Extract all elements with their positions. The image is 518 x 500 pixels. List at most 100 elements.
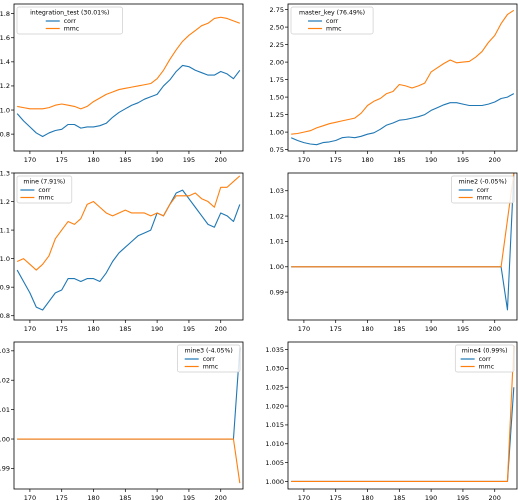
axes-frame <box>13 341 244 490</box>
x-tick-label: 175 <box>329 325 341 333</box>
series-line-mmc <box>291 9 515 135</box>
legend-title: mine (7.91%) <box>23 179 65 186</box>
x-tick-label: 185 <box>393 156 405 164</box>
y-tick-label: 1.000 <box>265 478 284 486</box>
x-tick-label: 185 <box>119 156 131 164</box>
x-tick-label: 170 <box>24 325 36 333</box>
x-tick-label: 180 <box>87 325 99 333</box>
legend-title: mine4 (0.99%) <box>462 348 508 355</box>
y-tick-label: 1.50 <box>270 93 284 101</box>
y-tick-label: 2.25 <box>270 41 284 49</box>
series-line-mmc <box>291 173 515 268</box>
y-tick-label: 1.0 <box>0 106 10 114</box>
y-tick-label: 2.00 <box>270 58 284 66</box>
axes-frame <box>13 172 244 321</box>
legend-box <box>451 175 515 204</box>
y-tick-label: 0.8 <box>0 312 10 320</box>
legend-title: master_key (76.49%) <box>299 10 365 17</box>
x-tick-label: 195 <box>183 494 195 500</box>
x-tick-label: 175 <box>55 156 67 164</box>
x-tick-label: 180 <box>361 156 373 164</box>
y-tick-label: 1.1 <box>0 226 10 234</box>
x-tick-label: 195 <box>457 494 469 500</box>
x-tick-label: 195 <box>457 156 469 164</box>
y-tick-label: 0.75 <box>270 146 284 154</box>
x-tick-label: 195 <box>183 325 195 333</box>
legend-label-mmc: mmc <box>38 195 54 202</box>
x-tick-label: 190 <box>151 494 163 500</box>
series-line-mmc <box>291 345 515 483</box>
y-tick-label: 2.75 <box>270 6 284 14</box>
legend-title: integration_test (30.01%) <box>30 10 109 17</box>
x-tick-label: 180 <box>87 156 99 164</box>
x-tick-label: 200 <box>215 325 227 333</box>
legend-label-corr: corr <box>326 18 339 25</box>
y-tick-label: 1.6 <box>0 34 10 42</box>
y-tick-label: 0.8 <box>0 130 10 138</box>
subplot-4: 170 175 180 185 190 195 200 0.99 1.00 1.01 1.02 1.0… <box>270 172 518 333</box>
y-tick-label: 1.2 <box>0 198 10 206</box>
series-line-mmc <box>17 438 241 484</box>
x-tick-label: 180 <box>361 325 373 333</box>
y-tick-label: 1.035 <box>265 346 284 354</box>
y-tick-label: 1.75 <box>270 76 284 84</box>
x-tick-label: 170 <box>298 156 310 164</box>
x-tick-label: 185 <box>393 325 405 333</box>
x-tick-label: 190 <box>425 494 437 500</box>
x-tick-label: 195 <box>457 325 469 333</box>
y-tick-label: 1.010 <box>265 440 284 448</box>
y-tick-label: 1.4 <box>0 58 10 66</box>
legend-label-mmc: mmc <box>479 364 495 371</box>
y-tick-label: 1.00 <box>270 128 284 136</box>
legend-label-mmc: mmc <box>203 364 219 371</box>
series-line-corr <box>16 189 241 311</box>
x-tick-label: 185 <box>119 494 131 500</box>
legend-label-corr: corr <box>38 187 51 194</box>
legend-box <box>454 344 515 373</box>
x-tick-label: 180 <box>87 494 99 500</box>
y-tick-label: 1.0 <box>0 255 10 263</box>
x-tick-label: 175 <box>55 494 67 500</box>
series-line-mmc <box>17 16 241 110</box>
y-tick-label: 1.3 <box>0 169 10 177</box>
x-tick-label: 170 <box>298 494 310 500</box>
x-tick-label: 200 <box>489 156 501 164</box>
y-tick-label: 0.9 <box>0 283 10 291</box>
y-tick-label: 1.00 <box>0 435 10 443</box>
x-tick-label: 190 <box>425 325 437 333</box>
subplot-5: 170 175 180 185 190 195 200 0.99 1.00 1.01 1.02 1.0… <box>0 341 244 500</box>
y-tick-label: 1.020 <box>265 402 284 410</box>
x-tick-label: 175 <box>329 156 341 164</box>
x-tick-label: 200 <box>489 325 501 333</box>
y-tick-label: 0.99 <box>0 465 10 473</box>
subplot-6: 170 175 180 185 190 195 200 1.000 1.005 1.010 1.01… <box>265 341 518 500</box>
x-tick-label: 180 <box>361 494 373 500</box>
y-tick-label: 1.030 <box>265 365 284 373</box>
y-tick-label: 1.02 <box>0 377 10 385</box>
y-tick-label: 0.99 <box>270 288 284 296</box>
x-tick-label: 170 <box>24 494 36 500</box>
x-tick-label: 170 <box>24 156 36 164</box>
series-line-corr <box>290 93 515 146</box>
legend-label-mmc: mmc <box>326 26 342 33</box>
x-tick-label: 185 <box>119 325 131 333</box>
legend-title: mine3 (-4.05%) <box>185 348 233 355</box>
y-tick-label: 1.015 <box>265 421 284 429</box>
series-line-corr <box>16 64 241 138</box>
series-line-corr <box>291 387 515 483</box>
axes-frame <box>287 3 518 152</box>
legend-box <box>177 344 241 373</box>
subplot-1: 170 175 180 185 190 195 200 0.8 1.0 1.2 1.4 1.6 1.8 i… <box>0 3 244 164</box>
y-tick-label: 1.03 <box>0 347 10 355</box>
y-tick-label: 1.25 <box>270 111 284 119</box>
y-tick-label: 1.03 <box>270 187 284 195</box>
x-tick-label: 190 <box>151 325 163 333</box>
x-tick-label: 175 <box>329 494 341 500</box>
